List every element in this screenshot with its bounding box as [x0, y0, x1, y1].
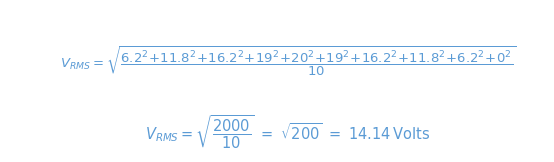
Text: $V_{RMS} = \sqrt{\dfrac{6.2^2\!+\!11.8^2\!+\!16.2^2\!+\!19^2\!+\!20^2\!+\!19^2\!: $V_{RMS} = \sqrt{\dfrac{6.2^2\!+\!11.8^2…	[60, 45, 516, 78]
Text: $V_{RMS} = \sqrt{\dfrac{2000}{10}} \ = \ \sqrt{200} \ = \ 14.14\,\mathrm{Volts}$: $V_{RMS} = \sqrt{\dfrac{2000}{10}} \ = \…	[146, 114, 430, 151]
